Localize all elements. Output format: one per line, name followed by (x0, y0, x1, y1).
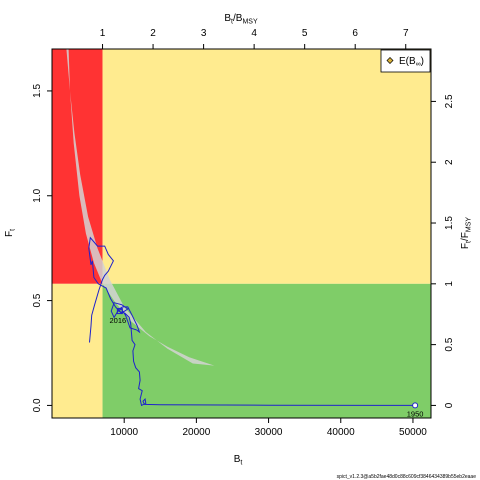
y-tick-label-3: 1.5 (32, 84, 43, 98)
top-axis: 1 2 3 4 5 6 7 (100, 28, 409, 49)
top-tick-label-2: 3 (201, 28, 207, 39)
right-axis: 0 0.5 1 1.5 2 2.5 (431, 94, 455, 408)
legend-box (380, 49, 431, 73)
right-tick-label-0: 0 (444, 402, 455, 408)
top-tick-label-6: 7 (403, 28, 409, 39)
end-year-label: 2016 (110, 316, 127, 325)
x-tick-label-2: 30000 (255, 427, 283, 438)
top-tick-label-0: 1 (100, 28, 106, 39)
right-tick-label-2: 1 (444, 281, 455, 287)
x-tick-label-0: 10000 (110, 427, 138, 438)
x-tick-label-4: 50000 (399, 427, 427, 438)
x-tick-label-3: 40000 (327, 427, 355, 438)
plot-frame (51, 48, 432, 419)
right-tick-label-4: 2 (444, 159, 455, 165)
top-tick-label-5: 6 (352, 28, 358, 39)
zone-healthy (102, 283, 431, 418)
end-point-marker (116, 308, 123, 315)
x-axis: 10000 20000 30000 40000 50000 (110, 418, 427, 438)
right-tick-label-1: 0.5 (444, 337, 455, 351)
top-tick-label-3: 4 (251, 28, 257, 39)
y-axis-title: Ft (4, 229, 17, 237)
equilibrium-diamond-icon (386, 57, 394, 64)
x-tick-label-1: 20000 (182, 427, 210, 438)
y-tick-label-0: 0.0 (32, 398, 43, 412)
trajectory-line (88, 236, 416, 407)
legend-label: E(B∞) (399, 56, 424, 68)
legend: E(B∞) (380, 49, 431, 73)
x-axis-title: Bt (234, 454, 243, 467)
footer-version: spict_v1.2.3@a5b2fae48d0c88c609cf3846434… (337, 474, 477, 480)
start-year-label: 1950 (407, 409, 424, 418)
zone-healthy-overfishing (102, 49, 431, 284)
right-tick-label-3: 1.5 (444, 216, 455, 230)
plot-area (52, 49, 431, 418)
top-axis-title: Bt/BMSY (224, 13, 258, 26)
y-tick-label-1: 0.5 (32, 293, 43, 307)
right-tick-label-5: 2.5 (444, 94, 455, 108)
top-tick-label-4: 5 (302, 28, 308, 39)
top-tick-label-1: 2 (150, 28, 156, 39)
right-axis-title: Ft/FMSY (460, 217, 473, 249)
start-point-marker (412, 402, 419, 409)
y-tick-label-2: 1.0 (32, 188, 43, 202)
y-axis: 0.0 0.5 1.0 1.5 (32, 84, 52, 412)
